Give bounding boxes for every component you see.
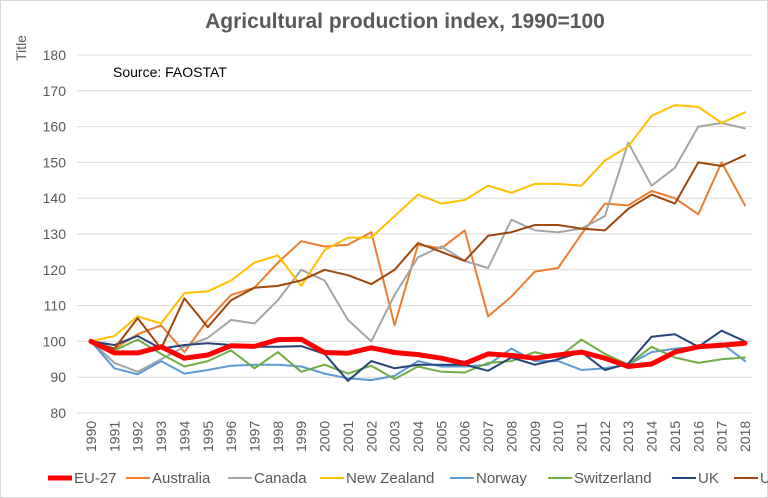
legend-label: EU-27 xyxy=(74,470,117,487)
legend-item-us: US xyxy=(734,470,768,487)
legend-label: Switzerland xyxy=(574,470,652,487)
x-tick-label: 1998 xyxy=(270,421,286,452)
x-tick-label: 2007 xyxy=(480,421,496,452)
x-tick-label: 2015 xyxy=(667,421,683,452)
x-tick-label: 2017 xyxy=(714,421,730,452)
legend-label: New Zealand xyxy=(346,470,434,487)
x-tick-label: 2005 xyxy=(433,421,449,452)
y-tick-label: 140 xyxy=(43,190,67,206)
y-tick-label: 160 xyxy=(43,119,67,135)
x-tick-label: 1995 xyxy=(200,421,216,452)
x-tick-label: 2012 xyxy=(597,421,613,452)
x-tick-label: 2008 xyxy=(503,421,519,452)
series-line-australia xyxy=(90,161,746,354)
series-line-norway xyxy=(90,340,746,382)
legend-label: Norway xyxy=(476,470,527,487)
y-tick-label: 100 xyxy=(43,333,67,349)
x-tick-label: 2011 xyxy=(574,422,590,452)
legend-label: Canada xyxy=(254,470,307,487)
y-tick-label: 120 xyxy=(43,262,67,278)
legend-item-uk: UK xyxy=(672,470,719,487)
series-line-new-zealand xyxy=(90,104,746,343)
y-tick-label: 180 xyxy=(43,47,67,63)
legend-label: UK xyxy=(698,470,719,487)
x-tick-label: 1999 xyxy=(293,421,309,452)
legend-label: Australia xyxy=(152,470,211,487)
chart-title: Agricultural production index, 1990=100 xyxy=(205,10,605,33)
y-tick-label: 130 xyxy=(43,226,67,242)
x-tick-label: 2013 xyxy=(620,421,636,452)
series-line-canada xyxy=(90,122,746,373)
y-tick-label: 90 xyxy=(50,369,66,385)
x-tick-label: 2010 xyxy=(550,421,566,452)
x-tick-label: 2006 xyxy=(457,421,473,452)
series-line-eu-27 xyxy=(88,336,748,369)
y-tick-label: 170 xyxy=(43,83,67,99)
series-line-switzerland xyxy=(90,338,746,380)
x-tick-label: 2004 xyxy=(410,421,426,452)
x-tick-label: 2018 xyxy=(737,421,753,452)
x-tick-label: 2001 xyxy=(340,421,356,452)
y-tick-label: 110 xyxy=(44,298,67,314)
legend-item-norway: Norway xyxy=(450,470,527,487)
source-annotation: Source: FAOSTAT xyxy=(113,64,227,80)
x-tick-label: 2009 xyxy=(527,421,543,452)
x-tick-label: 1990 xyxy=(83,421,99,452)
x-tick-label: 2014 xyxy=(644,421,660,452)
x-tick-label: 1994 xyxy=(176,421,192,452)
x-tick-label: 1993 xyxy=(153,421,169,452)
y-axis-label: Title xyxy=(13,35,29,61)
legend-item-eu-27: EU-27 xyxy=(48,470,117,487)
x-tick-label: 1996 xyxy=(223,421,239,452)
x-tick-label: 2003 xyxy=(387,421,403,452)
legend-label: US xyxy=(760,470,768,487)
series-line-uk xyxy=(90,329,746,382)
legend-item-australia: Australia xyxy=(126,470,211,487)
x-tick-label: 2016 xyxy=(690,421,706,452)
y-tick-label: 150 xyxy=(43,154,67,170)
x-tick-label: 2002 xyxy=(363,421,379,452)
y-tick-label: 80 xyxy=(50,405,66,421)
x-tick-label: 2000 xyxy=(317,421,333,452)
legend-item-new-zealand: New Zealand xyxy=(320,470,434,487)
series-line-us xyxy=(90,154,746,350)
x-tick-label: 1992 xyxy=(130,421,146,452)
x-tick-label: 1991 xyxy=(106,421,122,452)
x-tick-label: 1997 xyxy=(247,421,263,452)
legend-item-canada: Canada xyxy=(228,470,307,487)
legend-item-switzerland: Switzerland xyxy=(548,470,652,487)
